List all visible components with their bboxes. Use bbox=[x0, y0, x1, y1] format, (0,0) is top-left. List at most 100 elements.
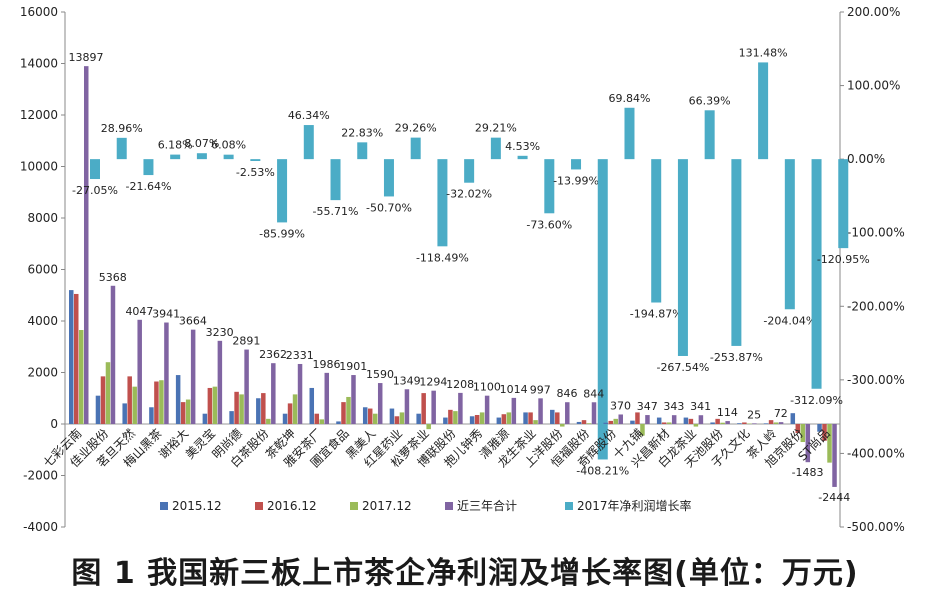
bar-total bbox=[778, 422, 784, 424]
growth-rate-label: -267.54% bbox=[656, 361, 709, 374]
legend-swatch bbox=[445, 502, 453, 510]
bar-2015 bbox=[550, 409, 555, 424]
bar-2017 bbox=[239, 394, 244, 424]
left-tick-label: 10000 bbox=[20, 160, 58, 174]
bar-2017 bbox=[773, 422, 779, 424]
bar-2017 bbox=[453, 411, 458, 424]
bar-growth-rate bbox=[490, 137, 501, 160]
growth-rate-label: -21.64% bbox=[125, 180, 171, 193]
bar-total bbox=[645, 415, 650, 424]
total-data-label: 3664 bbox=[179, 315, 207, 328]
bar-2016 bbox=[394, 416, 400, 424]
left-tick-label: -2000 bbox=[23, 469, 58, 483]
total-data-label: -2444 bbox=[818, 491, 850, 504]
bar-growth-rate bbox=[731, 159, 742, 346]
bar-2015 bbox=[523, 412, 528, 424]
growth-rate-label: 29.21% bbox=[475, 122, 517, 135]
bar-growth-rate bbox=[143, 159, 154, 176]
bar-growth-rate bbox=[170, 154, 181, 160]
bar-2015 bbox=[656, 417, 662, 424]
left-tick-label: 12000 bbox=[20, 108, 58, 122]
bar-2015 bbox=[175, 375, 181, 424]
total-data-label: 25 bbox=[747, 408, 761, 421]
bar-2016 bbox=[795, 424, 801, 434]
bar-2016 bbox=[528, 412, 533, 424]
growth-rate-label: 66.39% bbox=[689, 94, 731, 107]
bar-2016 bbox=[715, 418, 720, 424]
total-data-label: 2891 bbox=[232, 335, 260, 348]
bar-2016 bbox=[421, 393, 426, 424]
bar-2015 bbox=[256, 398, 261, 424]
total-data-label: 5368 bbox=[99, 271, 127, 284]
bar-growth-rate bbox=[624, 107, 635, 160]
bar-growth-rate bbox=[517, 155, 528, 160]
bar-2015 bbox=[362, 407, 368, 424]
bar-chart: -4000 -2000 0 2000 4000 6000 8000 10000 12000 140… bbox=[20, 5, 905, 534]
bar-2017 bbox=[159, 380, 164, 424]
legend-label: 2017.12 bbox=[362, 499, 412, 513]
total-data-label: 2362 bbox=[259, 348, 287, 361]
bar-growth-rate bbox=[464, 159, 475, 183]
bar-growth-rate bbox=[330, 159, 341, 201]
bar-growth-rate bbox=[410, 137, 421, 160]
bar-2016 bbox=[768, 420, 774, 424]
bar-total bbox=[137, 319, 142, 424]
bar-2015 bbox=[496, 417, 502, 424]
growth-rate-label: -408.21% bbox=[576, 464, 629, 477]
growth-rate-label: 4.53% bbox=[505, 140, 540, 153]
bar-total bbox=[324, 372, 330, 424]
bar-2017 bbox=[266, 418, 271, 424]
growth-rate-label: -204.04% bbox=[763, 314, 816, 327]
bar-2015 bbox=[149, 407, 154, 424]
bar-growth-rate bbox=[196, 153, 207, 160]
growth-rate-label: -312.09% bbox=[790, 394, 843, 407]
legend-label: 2017年净利润增长率 bbox=[577, 498, 692, 513]
total-data-label: 1901 bbox=[339, 360, 367, 373]
bar-2015 bbox=[790, 413, 796, 424]
right-tick-label: -300.00% bbox=[847, 373, 905, 387]
bar-2016 bbox=[635, 412, 640, 424]
bar-2017 bbox=[79, 330, 84, 424]
bar-growth-rate bbox=[704, 110, 715, 160]
legend-swatch bbox=[350, 502, 358, 510]
left-tick-label: 16000 bbox=[20, 5, 58, 19]
bar-total bbox=[164, 322, 169, 424]
growth-rate-label: 8.07% bbox=[184, 137, 219, 150]
bar-total bbox=[404, 389, 410, 424]
bar-total bbox=[484, 395, 490, 424]
total-data-label: -1483 bbox=[792, 466, 824, 479]
bar-2017 bbox=[613, 418, 618, 424]
bar-total bbox=[84, 66, 89, 424]
bar-2015 bbox=[309, 387, 315, 424]
bar-2017 bbox=[105, 362, 111, 424]
bar-total bbox=[110, 285, 116, 424]
growth-rate-label: 28.96% bbox=[101, 122, 143, 135]
bar-2017 bbox=[319, 419, 325, 424]
total-data-label: 114 bbox=[717, 406, 738, 419]
bar-2016 bbox=[448, 409, 453, 424]
bar-2015 bbox=[69, 290, 74, 424]
left-tick-label: 8000 bbox=[27, 211, 58, 225]
legend-swatch bbox=[255, 502, 263, 510]
right-tick-label: 200.00% bbox=[847, 5, 900, 19]
total-data-label: 4047 bbox=[125, 305, 153, 318]
bar-growth-rate bbox=[571, 159, 582, 170]
bar-growth-rate bbox=[437, 159, 448, 247]
bar-growth-rate bbox=[784, 159, 795, 310]
bar-2016 bbox=[822, 424, 827, 441]
bar-2017 bbox=[640, 424, 645, 436]
bar-total bbox=[377, 383, 383, 424]
bar-2016 bbox=[581, 420, 587, 424]
bar-2015 bbox=[282, 413, 288, 424]
bar-total bbox=[351, 375, 356, 424]
total-data-label: 846 bbox=[557, 387, 578, 400]
total-data-label: 1208 bbox=[446, 378, 474, 391]
bar-growth-rate bbox=[758, 62, 769, 160]
bar-2015 bbox=[710, 422, 715, 424]
figure-caption: 图 1 我国新三板上市茶企净利润及增长率图(单位：万元) bbox=[71, 556, 859, 591]
growth-rate-label: 6.18% bbox=[158, 139, 193, 152]
bar-2016 bbox=[341, 402, 346, 424]
total-data-label: 347 bbox=[637, 400, 658, 413]
bar-growth-rate bbox=[223, 154, 234, 160]
